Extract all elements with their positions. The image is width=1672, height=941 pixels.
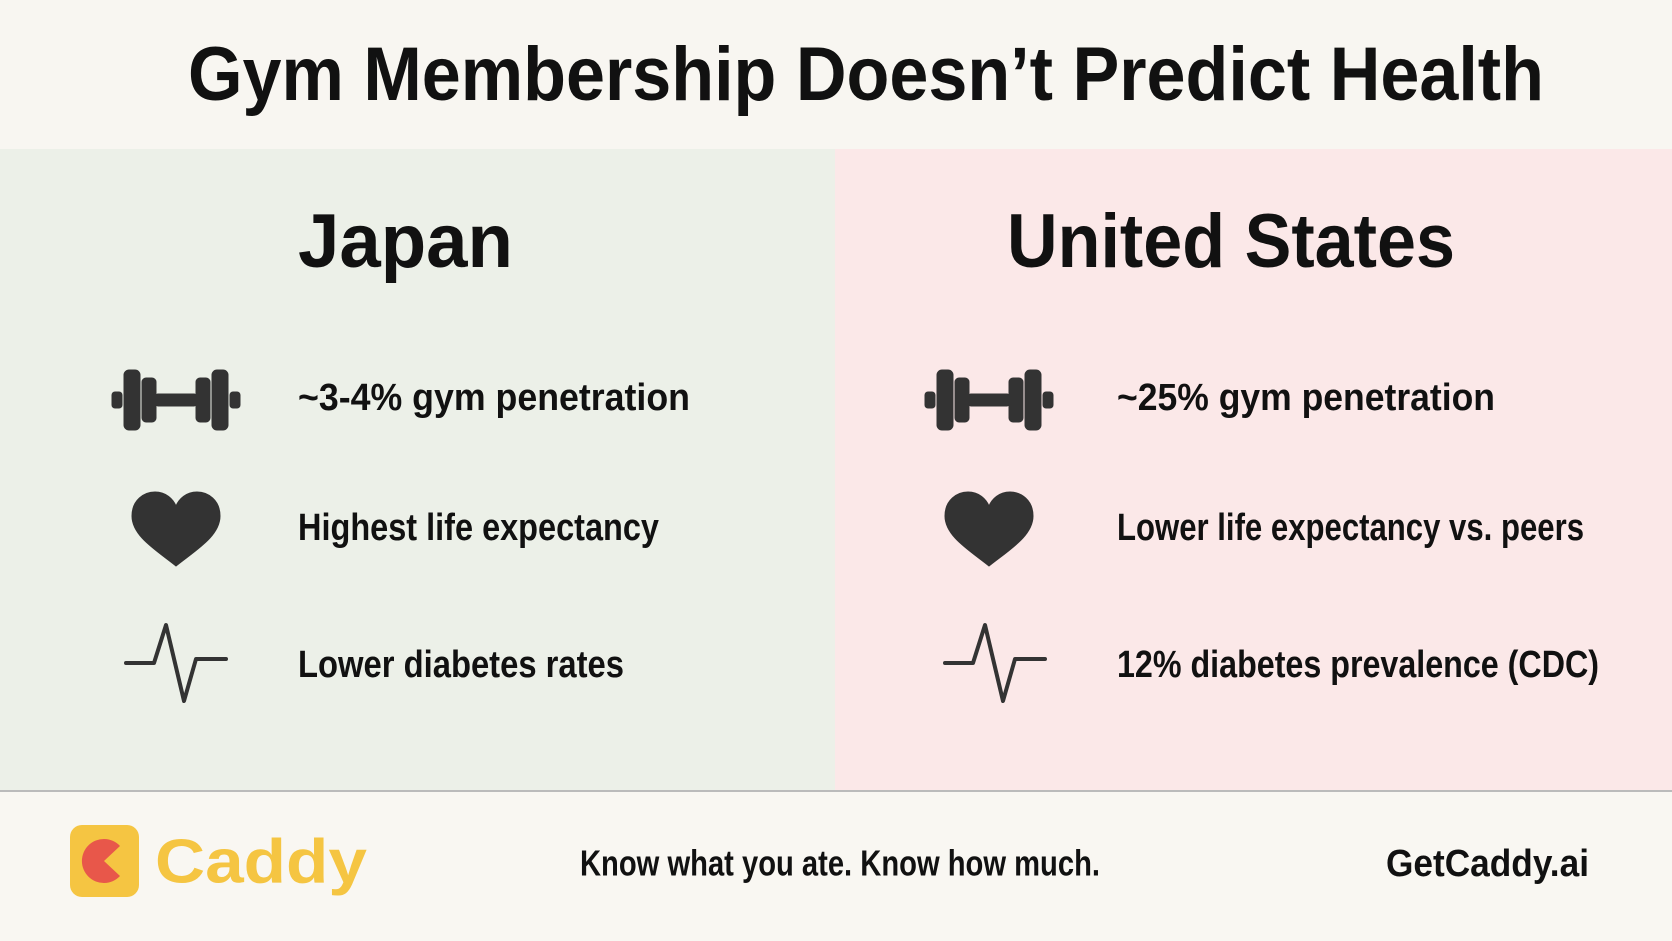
item-text: Lower diabetes rates [298, 644, 624, 686]
tagline: Know what you ate. Know how much. [580, 843, 1100, 884]
item-text: ~3-4% gym penetration [298, 377, 690, 419]
logo [70, 825, 139, 897]
panel-title: United States [1007, 199, 1455, 284]
item-text: ~25% gym penetration [1117, 377, 1495, 419]
url: GetCaddy.ai [1386, 843, 1589, 885]
footer-bg [0, 791, 1672, 941]
header-bg [0, 0, 1672, 149]
item-text: Highest life expectancy [298, 507, 659, 549]
japan-panel [0, 149, 835, 791]
title: Gym Membership Doesn’t Predict Health [188, 32, 1544, 117]
item-text: 12% diabetes prevalence (CDC) [1117, 644, 1599, 686]
brand: Caddy [155, 827, 368, 896]
panel-title: Japan [298, 199, 513, 284]
item-text: Lower life expectancy vs. peers [1117, 507, 1584, 549]
us-panel [835, 149, 1672, 791]
